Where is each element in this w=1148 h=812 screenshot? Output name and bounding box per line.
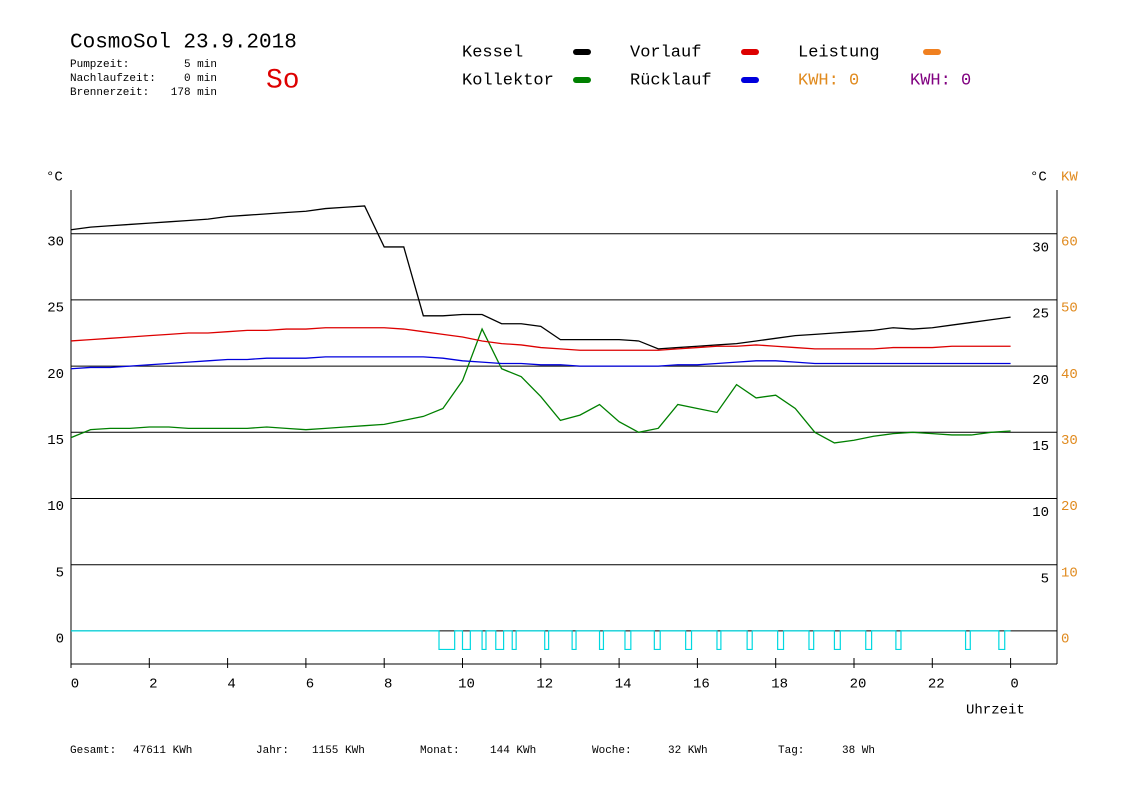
info-value: 0 min [184, 73, 217, 85]
legend-swatch [741, 77, 759, 83]
info-label: Pumpzeit: [70, 59, 129, 71]
footer-value: 32 KWh [668, 745, 708, 757]
day: So [266, 65, 300, 96]
kwh-label: KWH: 0 [910, 71, 971, 90]
legend-label: Leistung [798, 43, 880, 62]
legend-swatch [573, 49, 591, 55]
legend-label: Kessel [462, 43, 523, 62]
y-tick-label: 10 [47, 499, 64, 515]
info-value: 5 min [184, 59, 217, 71]
x-tick-label: 20 [850, 677, 867, 693]
y-unit: °C [46, 170, 63, 186]
x-tick-label: 18 [771, 677, 788, 693]
y2-tick-label: 30 [1061, 433, 1078, 449]
x-tick-label: 2 [149, 677, 157, 693]
footer-value: 47611 KWh [133, 745, 192, 757]
series-line [70, 327, 1011, 444]
footer-value: 144 KWh [490, 745, 536, 757]
footer-label: Gesamt: [70, 745, 116, 757]
y-tick-label: 20 [47, 367, 64, 383]
y-unit-right: °C [1030, 170, 1047, 186]
series-line [70, 356, 1011, 370]
y-right-tick-label: 5 [1041, 571, 1049, 587]
y2-unit: KW [1061, 170, 1078, 186]
footer-value: 1155 KWh [312, 745, 365, 757]
pulse-line [71, 630, 1011, 651]
x-tick-label: 0 [1010, 677, 1018, 693]
x-tick-label: 8 [384, 677, 392, 693]
x-tick-label: 22 [928, 677, 945, 693]
footer-label: Woche: [592, 745, 632, 757]
info-label: Nachlaufzeit: [70, 73, 156, 85]
y2-tick-label: 40 [1061, 367, 1078, 383]
y-tick-label: 5 [56, 565, 64, 581]
series-line [70, 327, 1011, 351]
x-tick-label: 0 [71, 677, 79, 693]
legend-label: Rücklauf [630, 71, 712, 90]
kwh-label: KWH: 0 [798, 71, 859, 90]
y-tick-label: 25 [47, 301, 64, 317]
x-tick-label: 16 [693, 677, 710, 693]
y-right-tick-label: 25 [1032, 307, 1049, 323]
y-right-tick-label: 10 [1032, 505, 1049, 521]
legend-label: Kollektor [462, 71, 554, 90]
x-tick-label: 4 [227, 677, 235, 693]
x-tick-label: 12 [536, 677, 553, 693]
title: CosmoSol 23.9.2018 [70, 32, 297, 55]
info-label: Brennerzeit: [70, 87, 149, 99]
y2-tick-label: 10 [1061, 565, 1078, 581]
y2-tick-label: 20 [1061, 499, 1078, 515]
y2-tick-label: 60 [1061, 234, 1078, 250]
legend-swatch [573, 77, 591, 83]
y-right-tick-label: 30 [1032, 240, 1049, 256]
x-tick-label: 10 [458, 677, 475, 693]
y2-tick-label: 0 [1061, 632, 1069, 648]
series-line [70, 205, 1011, 350]
y-right-tick-label: 20 [1032, 373, 1049, 389]
legend-swatch [923, 49, 941, 55]
legend-swatch [741, 49, 759, 55]
footer-label: Tag: [778, 745, 804, 757]
footer-value: 38 Wh [842, 745, 875, 757]
x-tick-label: 14 [615, 677, 632, 693]
footer-label: Jahr: [256, 745, 289, 757]
y-tick-label: 15 [47, 433, 64, 449]
x-tick-label: 6 [306, 677, 314, 693]
y-right-tick-label: 15 [1032, 439, 1049, 455]
y2-tick-label: 50 [1061, 301, 1078, 317]
x-label: Uhrzeit [966, 703, 1025, 719]
info-value: 178 min [171, 87, 217, 99]
y-tick-label: 0 [56, 632, 64, 648]
y-tick-label: 30 [47, 234, 64, 250]
footer-label: Monat: [420, 745, 460, 757]
legend-label: Vorlauf [630, 43, 701, 62]
